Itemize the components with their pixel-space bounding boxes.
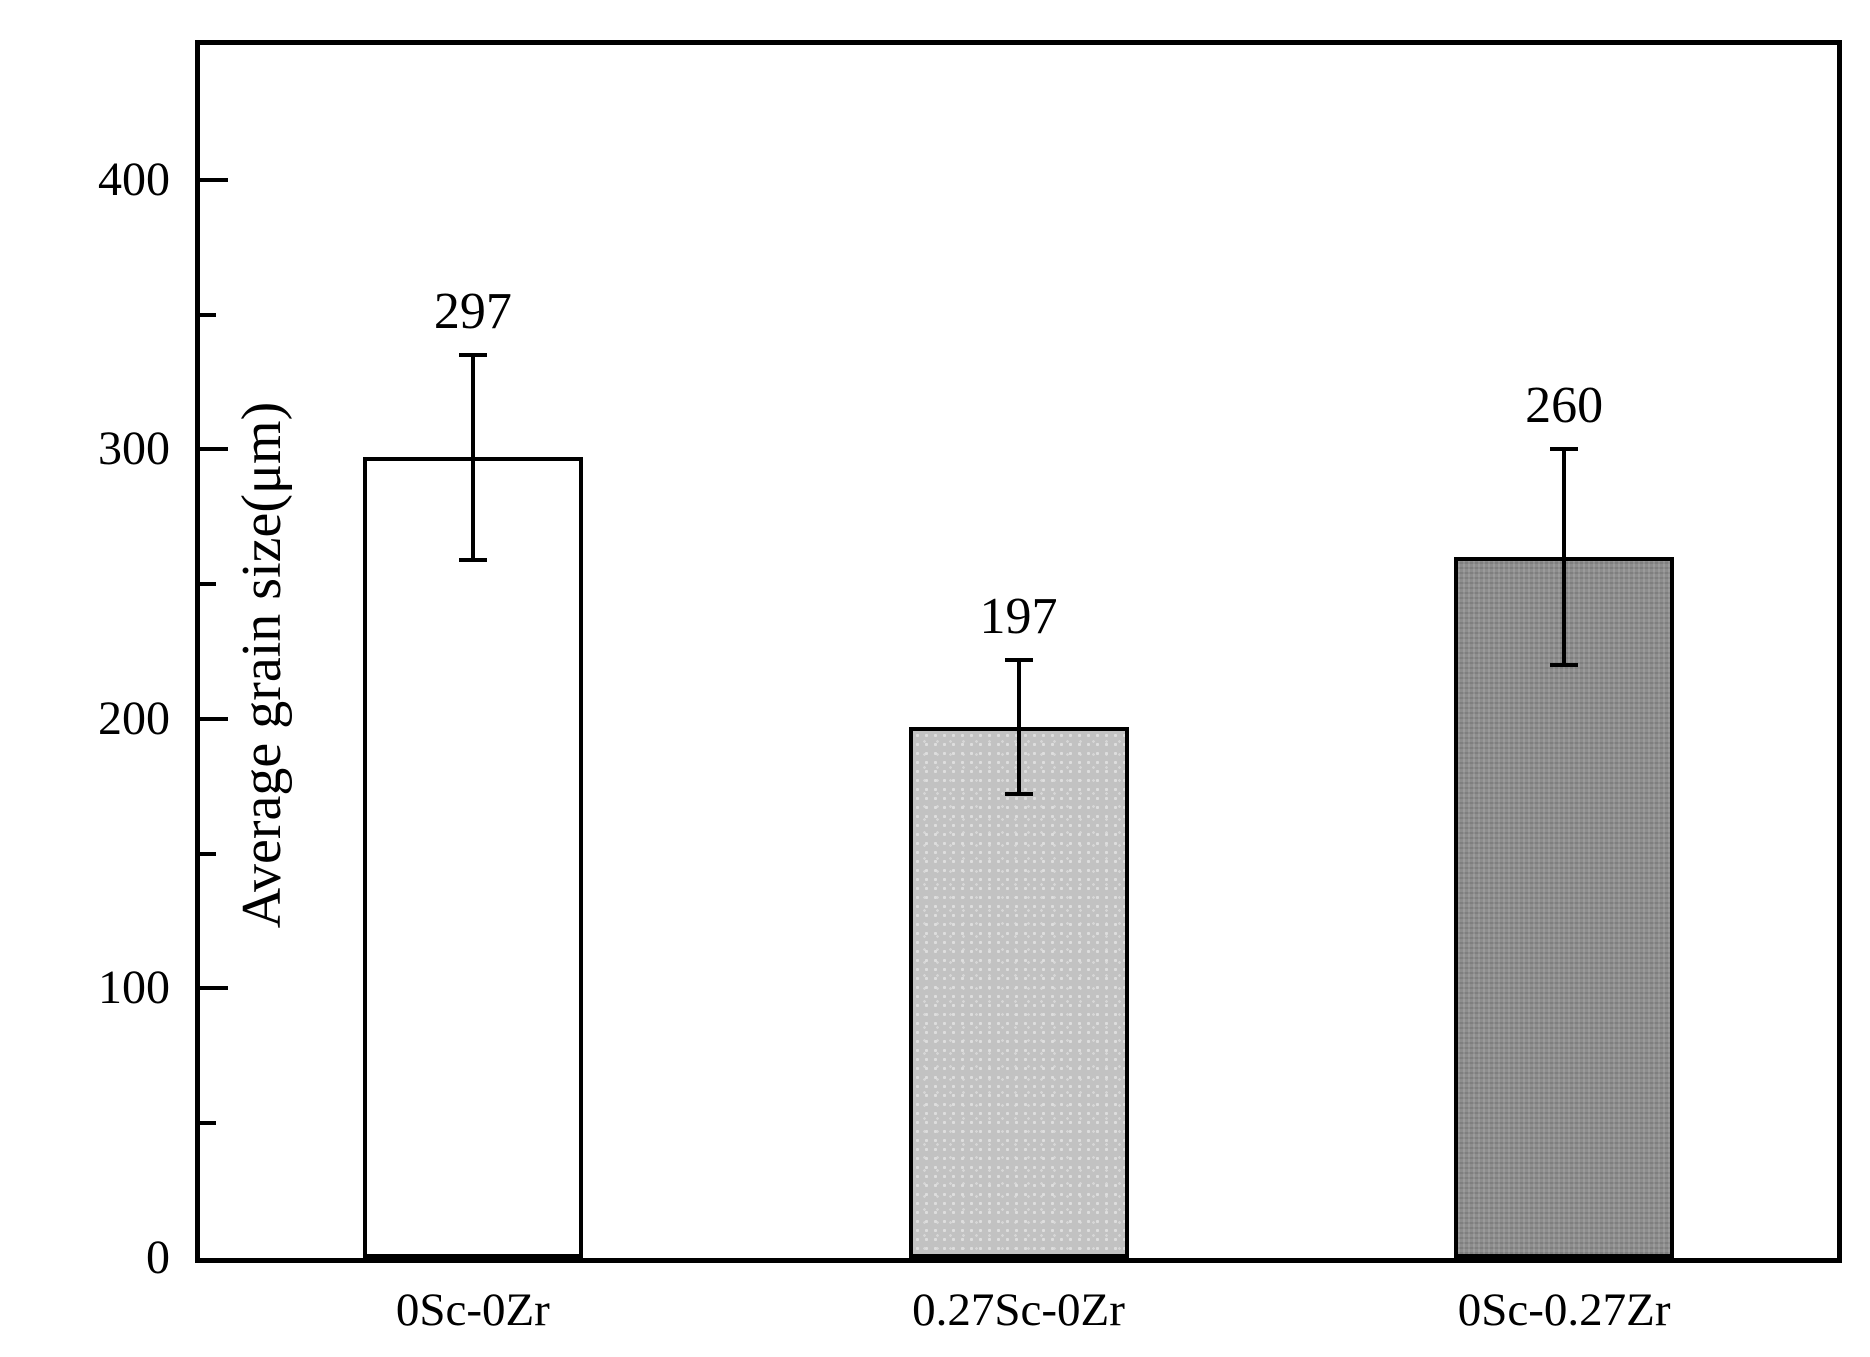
bar [362, 457, 583, 1258]
error-bar-cap [1004, 657, 1033, 662]
bar [908, 726, 1129, 1258]
error-bar [470, 354, 475, 560]
error-bar-cap [1550, 447, 1579, 452]
error-bar [1016, 659, 1021, 795]
error-bar [1562, 449, 1567, 665]
y-tick-label: 0 [146, 1231, 170, 1284]
bar-value-label: 260 [1525, 377, 1604, 435]
y-axis-title: Average grain size(μm) [231, 401, 293, 929]
y-minor-tick [200, 582, 216, 587]
x-category-label: 0.27Sc-0Zr [912, 1284, 1125, 1336]
y-major-tick [200, 177, 228, 182]
y-tick-label: 300 [98, 422, 170, 476]
y-minor-tick [200, 312, 216, 317]
error-bar-cap [458, 352, 487, 357]
error-bar-cap [1004, 792, 1033, 797]
bar [1454, 557, 1675, 1258]
y-major-tick [200, 716, 228, 721]
x-category-label: 0Sc-0Zr [395, 1284, 550, 1336]
error-bar-cap [1550, 662, 1579, 667]
bar-value-label: 197 [979, 587, 1058, 645]
y-major-tick [200, 986, 228, 991]
y-minor-tick [200, 1121, 216, 1126]
y-major-tick [200, 447, 228, 452]
error-bar-cap [458, 557, 487, 562]
y-minor-tick [200, 851, 216, 856]
y-tick-label: 100 [98, 961, 170, 1015]
y-tick-label: 200 [98, 691, 170, 745]
bar-value-label: 297 [433, 282, 512, 340]
x-category-label: 0Sc-0.27Zr [1457, 1284, 1671, 1336]
y-tick-label: 400 [98, 152, 170, 206]
plot-area: Average grain size(μm) [195, 40, 1842, 1263]
